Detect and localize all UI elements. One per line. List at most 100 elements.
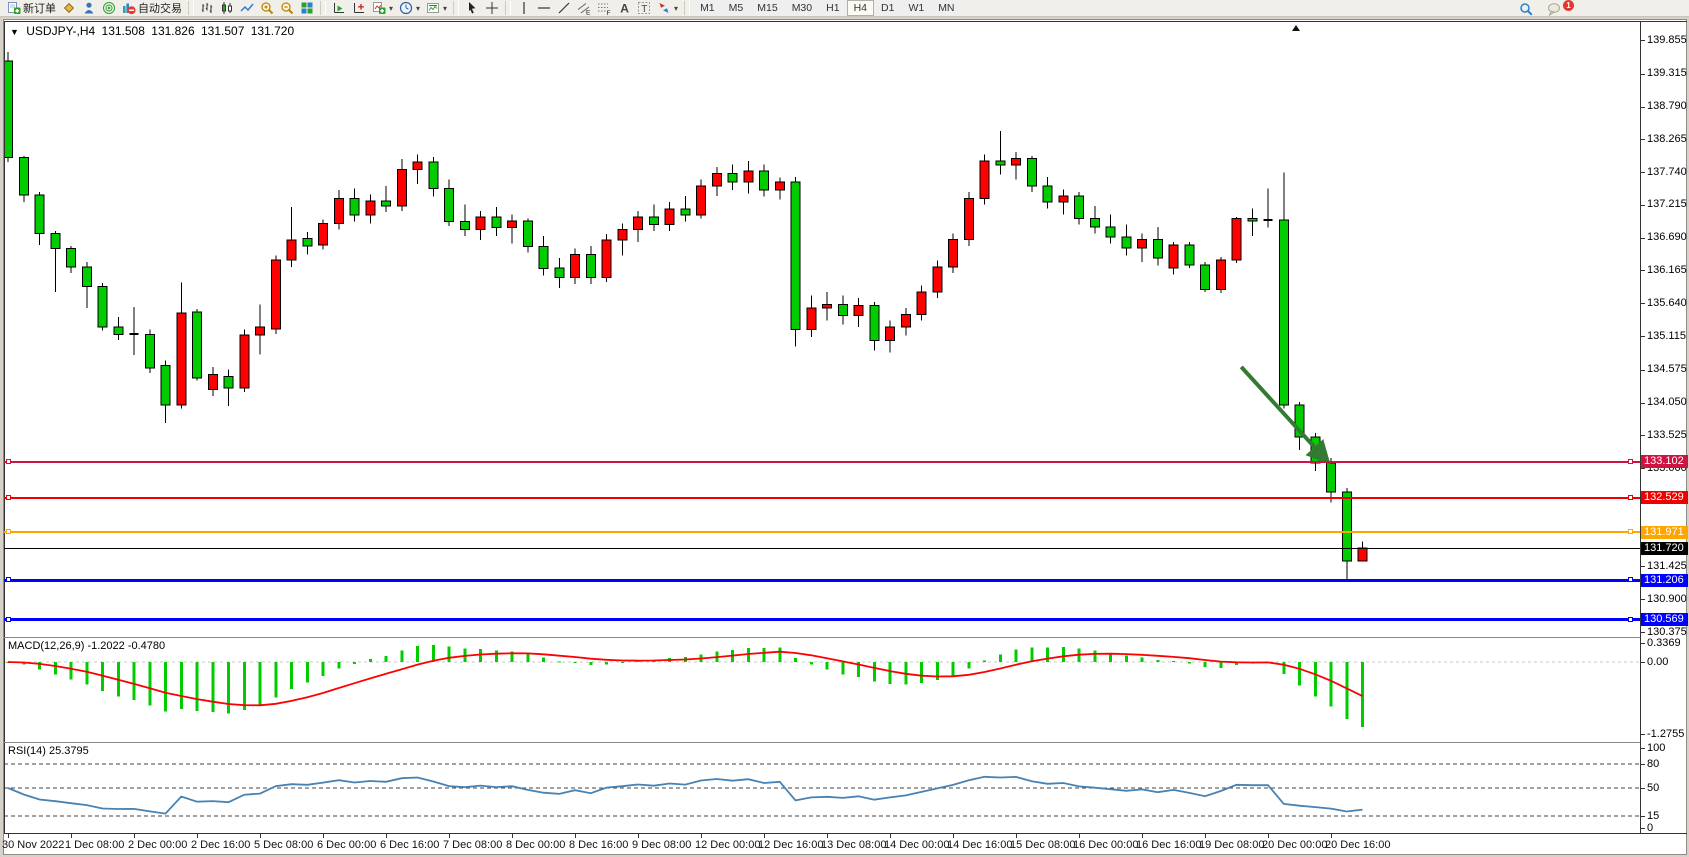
price-tick-mark <box>1640 73 1645 75</box>
auto-trading-button[interactable]: 自动交易 <box>119 0 185 16</box>
current-price-line[interactable] <box>4 547 1640 549</box>
resistance-line-red[interactable] <box>4 496 1640 499</box>
rsi-tick-label: 50 <box>1647 781 1660 794</box>
time-tick-label: 9 Dec 08:00 <box>632 839 692 851</box>
dropdown-arrow-icon[interactable]: ▾ <box>389 3 394 13</box>
level-line-orange[interactable] <box>4 531 1640 534</box>
timeframe-m5-button[interactable]: M5 <box>721 0 751 16</box>
periods-button[interactable]: ▾ <box>396 0 423 16</box>
price-tick-mark <box>1640 40 1645 41</box>
text-button[interactable]: A <box>614 0 634 16</box>
new-order-button[interactable]: 新订单 <box>4 0 59 16</box>
candle-icon <box>222 2 232 14</box>
macd-label: MACD(12,26,9) -1.2022 -0.4780 <box>8 640 166 652</box>
dropdown-arrow-icon[interactable]: ▾ <box>416 3 421 13</box>
resistance-line-red-price-badge: 132.529 <box>1641 491 1688 504</box>
navigator-button[interactable] <box>99 0 119 16</box>
tile-windows-button[interactable] <box>297 0 317 16</box>
rsi-pane-canvas[interactable] <box>4 743 1640 833</box>
time-tick-mark <box>953 834 954 838</box>
support-line-blue-upper-price-badge: 131.206 <box>1641 573 1688 587</box>
channel-icon: E <box>577 3 591 15</box>
channel-button[interactable]: E <box>574 0 594 16</box>
macd-tick-mark <box>1640 643 1645 644</box>
timeframe-m30-button[interactable]: M30 <box>784 0 820 16</box>
rsi-tick-label: 15 <box>1647 809 1660 822</box>
auto-scroll-button[interactable] <box>329 0 349 16</box>
macd-pane-canvas[interactable] <box>4 638 1640 742</box>
chart-title: ▼ USDJPY-,H4 131.508 131.826 131.507 131… <box>10 24 297 38</box>
rsi-tick-mark <box>1640 748 1645 749</box>
cursor-button[interactable] <box>462 0 482 16</box>
notifications-button[interactable] <box>1544 1 1564 17</box>
price-tick-mark <box>1640 270 1645 272</box>
price-tick-label: 136.690 <box>1647 231 1687 244</box>
resistance-line-crimson[interactable] <box>4 460 1640 463</box>
arrows-icon <box>659 3 669 13</box>
sonar-icon <box>103 2 115 14</box>
line-chart-button[interactable] <box>237 0 257 16</box>
resistance-line-crimson-handle[interactable] <box>1628 458 1633 464</box>
timeframe-m15-button[interactable]: M15 <box>750 0 785 16</box>
level-line-orange-handle[interactable] <box>6 529 11 535</box>
timeframe-w1-button[interactable]: W1 <box>901 0 932 16</box>
resistance-line-crimson-handle[interactable] <box>6 458 11 464</box>
horizontal-line-button[interactable] <box>534 0 554 16</box>
crosshair-button[interactable] <box>482 0 502 16</box>
support-line-blue-lower-handle[interactable] <box>6 616 11 622</box>
time-tick-mark <box>890 834 891 838</box>
macd-tick-mark <box>1640 662 1645 663</box>
level-line-orange-handle[interactable] <box>1628 529 1633 535</box>
market-watch-button[interactable] <box>59 0 79 16</box>
dropdown-arrow-icon[interactable]: ▾ <box>674 3 679 13</box>
bar-chart-button[interactable] <box>197 0 217 16</box>
templates-button[interactable]: ▾ <box>423 0 450 16</box>
candlestick-chart-button[interactable] <box>217 0 237 16</box>
timeframe-d1-button[interactable]: D1 <box>874 0 902 16</box>
price-tick-mark <box>1640 435 1645 437</box>
price-tick-mark <box>1640 369 1645 371</box>
support-line-blue-lower[interactable] <box>4 618 1640 622</box>
fibonacci-button[interactable]: F <box>594 0 614 16</box>
zoom-in-button[interactable] <box>257 0 277 16</box>
time-tick-mark <box>323 834 324 838</box>
timeframe-h1-button[interactable]: H1 <box>819 0 847 16</box>
resistance-line-red-handle[interactable] <box>1628 494 1633 500</box>
tile-icon <box>301 2 313 14</box>
auto-scroll-icon <box>334 3 344 13</box>
price-tick-mark <box>1640 237 1645 239</box>
timeframe-mn-button[interactable]: MN <box>931 0 962 16</box>
main-toolbar: 新订单 自动交易 ▾ ▾ ▾ E F A T ▾ M1 M5 M15 M30 H1 H4 D1 W1 MN <box>0 0 1689 17</box>
time-tick-mark <box>260 834 261 838</box>
support-line-blue-upper-handle[interactable] <box>6 577 11 583</box>
chart-shift-marker-icon[interactable] <box>1292 25 1300 31</box>
indicators-button[interactable]: ▾ <box>369 0 396 16</box>
resistance-line-red-handle[interactable] <box>6 494 11 500</box>
search-button[interactable] <box>1516 1 1536 17</box>
chart-shift-button[interactable] <box>349 0 369 16</box>
support-line-blue-lower-handle[interactable] <box>1628 616 1633 622</box>
cursor-icon <box>469 2 476 14</box>
vertical-line-button[interactable] <box>514 0 534 16</box>
collapse-triangle-icon[interactable]: ▼ <box>10 27 19 37</box>
label-button[interactable]: T <box>634 0 654 16</box>
sell-arrow-annotation[interactable] <box>1239 365 1331 465</box>
time-tick-label: 16 Dec 16:00 <box>1136 839 1202 851</box>
time-tick-label: 6 Dec 16:00 <box>380 839 440 851</box>
search-icon <box>1520 2 1533 16</box>
ohlc-open: 131.508 <box>101 24 145 38</box>
toolbar-separator <box>188 1 194 15</box>
data-window-button[interactable] <box>79 0 99 16</box>
dropdown-arrow-icon[interactable]: ▾ <box>443 3 448 13</box>
toolbar-separator <box>453 1 460 15</box>
zoom-out-button[interactable] <box>277 0 297 16</box>
support-line-blue-upper[interactable] <box>4 578 1640 582</box>
svg-text:A: A <box>620 2 629 16</box>
price-tick-label: 135.640 <box>1647 296 1687 309</box>
timeframe-m1-button[interactable]: M1 <box>693 0 722 16</box>
timeframe-h4-button[interactable]: H4 <box>846 0 874 16</box>
arrows-button[interactable]: ▾ <box>654 0 681 16</box>
support-line-blue-upper-handle[interactable] <box>1628 577 1633 583</box>
trendline-button[interactable] <box>554 0 574 16</box>
main-chart-canvas[interactable] <box>4 21 1640 637</box>
